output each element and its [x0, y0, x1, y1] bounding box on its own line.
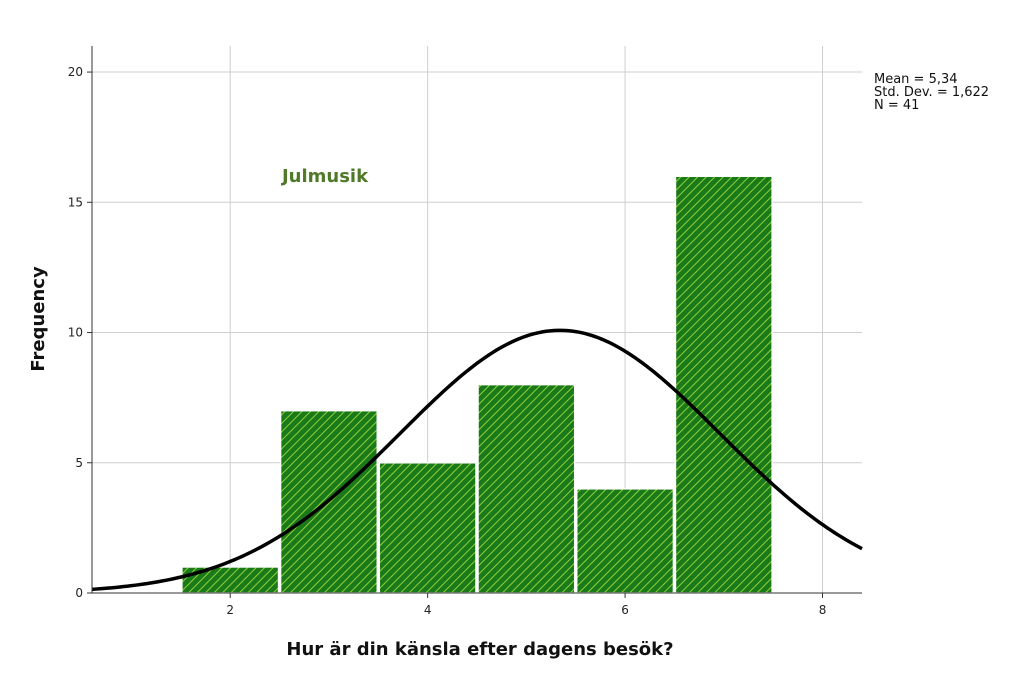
- histogram-bar: [477, 383, 576, 594]
- x-tick-label: 4: [424, 603, 432, 617]
- normal-curve: [91, 328, 863, 592]
- histogram-bars: [181, 175, 773, 594]
- y-tick-label: 20: [68, 65, 83, 79]
- x-axis-title: Hur är din känsla efter dagens besök?: [286, 639, 673, 660]
- stats-legend: Mean = 5,34 Std. Dev. = 1,622 N = 41: [874, 73, 989, 112]
- normal-curve-line: [91, 328, 863, 592]
- axes: [87, 46, 862, 598]
- y-tick-label: 10: [68, 326, 83, 340]
- tick-labels: 0 5 10 15 20 2 4 6 8: [68, 65, 827, 617]
- stats-n: N = 41: [874, 98, 920, 113]
- histogram-bar: [575, 488, 675, 594]
- x-tick-label: 8: [819, 603, 827, 617]
- histogram-bar: [181, 566, 280, 594]
- panel-title: Julmusik: [280, 166, 369, 187]
- y-tick-label: 5: [75, 456, 83, 470]
- stats-std-dev: Std. Dev. = 1,622: [874, 85, 990, 100]
- x-tick-label: 2: [226, 603, 234, 617]
- stats-mean: Mean = 5,34: [874, 72, 958, 87]
- x-tick-label: 6: [621, 603, 629, 617]
- histogram-bar: [378, 462, 477, 594]
- histogram-bar: [674, 175, 773, 594]
- y-axis-title: Frequency: [28, 266, 49, 372]
- y-tick-label: 15: [68, 195, 83, 209]
- y-tick-label: 0: [75, 586, 83, 600]
